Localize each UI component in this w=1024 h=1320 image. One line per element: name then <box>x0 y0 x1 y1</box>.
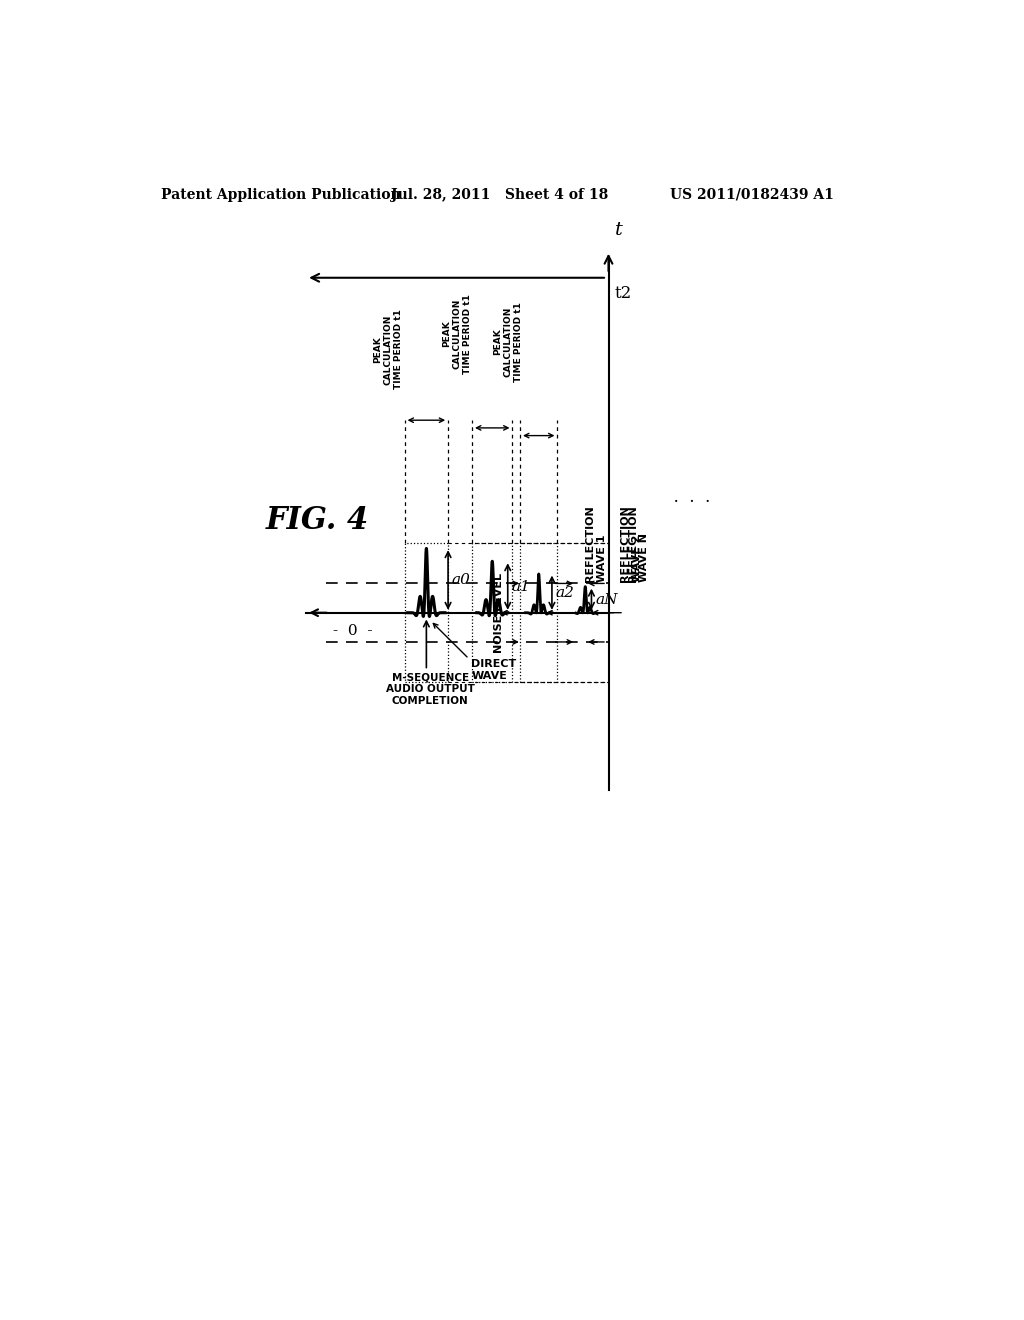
Text: FIG. 4: FIG. 4 <box>266 504 370 536</box>
Text: a0: a0 <box>452 573 471 587</box>
Text: t: t <box>614 222 623 239</box>
Text: a1: a1 <box>512 579 530 594</box>
Text: -  0  -: - 0 - <box>334 624 373 639</box>
Text: US 2011/0182439 A1: US 2011/0182439 A1 <box>671 187 835 202</box>
Text: aN: aN <box>595 593 617 607</box>
Text: Jul. 28, 2011   Sheet 4 of 18: Jul. 28, 2011 Sheet 4 of 18 <box>391 187 608 202</box>
Text: .  .  .: . . . <box>663 488 710 506</box>
Bar <box>472 544 512 682</box>
Text: REFLECTION
WAVE 1: REFLECTION WAVE 1 <box>586 506 607 582</box>
Text: PEAK
CALCULATION
TIME PERIOD t1: PEAK CALCULATION TIME PERIOD t1 <box>442 294 472 374</box>
Text: DIRECT
WAVE: DIRECT WAVE <box>471 659 516 681</box>
Bar <box>404 544 449 682</box>
Text: NOISE LEVEL: NOISE LEVEL <box>494 573 504 652</box>
Text: REFLECTION
WAVE N: REFLECTION WAVE N <box>628 506 649 582</box>
Text: M-SEQUENCE
AUDIO OUTPUT
COMPLETION: M-SEQUENCE AUDIO OUTPUT COMPLETION <box>386 673 475 706</box>
Text: REFLECTION
WAVE 2: REFLECTION WAVE 2 <box>621 506 642 582</box>
Text: a2: a2 <box>556 586 574 599</box>
Text: PEAK
CALCULATION
TIME PERIOD t1: PEAK CALCULATION TIME PERIOD t1 <box>373 309 402 389</box>
Text: Patent Application Publication: Patent Application Publication <box>161 187 400 202</box>
Text: PEAK
CALCULATION
TIME PERIOD t1: PEAK CALCULATION TIME PERIOD t1 <box>493 302 522 381</box>
Bar <box>520 544 557 682</box>
Text: t2: t2 <box>614 285 632 302</box>
